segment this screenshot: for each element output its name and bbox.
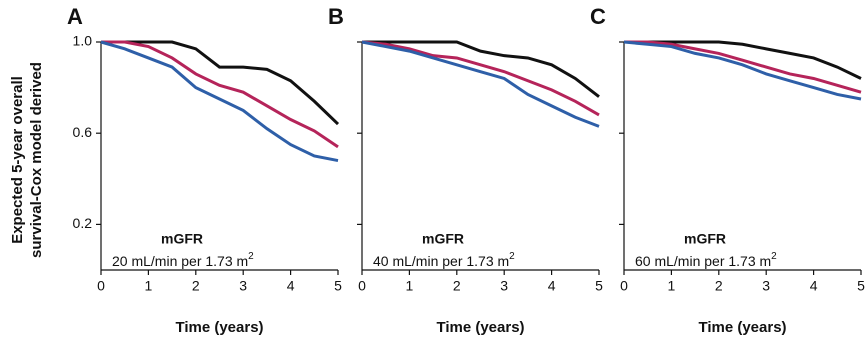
x-tick-label: 3 xyxy=(500,278,508,294)
x-tick-label: 0 xyxy=(97,278,105,294)
y-axis-label: Expected 5-year overall survival-Cox mod… xyxy=(9,62,45,258)
x-tick-label: 4 xyxy=(810,278,818,294)
survival-curve xyxy=(624,40,862,94)
y-tick-label: 1.0 xyxy=(73,33,93,49)
x-tick-label: 4 xyxy=(548,278,556,294)
x-tick-label: 1 xyxy=(668,278,676,294)
y-tick-label: 0.2 xyxy=(73,215,93,231)
x-tick-label: 4 xyxy=(287,278,295,294)
note-text: 60 mL/min per 1.73 m xyxy=(635,253,771,269)
x-tick-label: 2 xyxy=(192,278,200,294)
panel-letter: C xyxy=(590,4,606,29)
note-superscript: 2 xyxy=(509,251,515,262)
annotation-note: 60 mL/min per 1.73 m2 xyxy=(635,251,777,269)
x-tick-label: 3 xyxy=(239,278,247,294)
annotation: mGFR xyxy=(684,231,726,247)
survival-curve xyxy=(101,40,339,149)
x-tick-label: 2 xyxy=(453,278,461,294)
survival-curve xyxy=(623,40,862,101)
x-tick-label: 0 xyxy=(620,278,628,294)
y-label-line: survival-Cox model derived xyxy=(28,62,45,258)
x-tick-label: 0 xyxy=(358,278,366,294)
annotation: mGFR xyxy=(161,231,203,247)
panel-letter: B xyxy=(328,4,344,29)
annotation-note: 20 mL/min per 1.73 m2 xyxy=(112,251,254,269)
x-tick-label: 2 xyxy=(715,278,723,294)
survival-curve xyxy=(362,40,600,98)
x-axis-label: Time (years) xyxy=(698,319,786,336)
survival-curve xyxy=(100,40,339,163)
survival-curve xyxy=(624,40,862,80)
y-label-line: Expected 5-year overall xyxy=(9,76,26,244)
x-tick-label: 5 xyxy=(857,278,865,294)
annotation: mGFR xyxy=(422,231,464,247)
annotation-note: 40 mL/min per 1.73 m2 xyxy=(373,251,515,269)
survival-curve xyxy=(101,40,340,126)
panel-letter: A xyxy=(67,4,83,29)
x-axis-label: Time (years) xyxy=(175,319,263,336)
survival-curve xyxy=(361,40,600,128)
note-text: 20 mL/min per 1.73 m xyxy=(112,253,248,269)
x-tick-label: 1 xyxy=(406,278,414,294)
note-superscript: 2 xyxy=(771,251,777,262)
x-axis-label: Time (years) xyxy=(436,319,524,336)
note-superscript: 2 xyxy=(248,251,254,262)
x-tick-label: 1 xyxy=(145,278,153,294)
x-tick-label: 5 xyxy=(595,278,603,294)
y-tick-label: 0.6 xyxy=(73,124,93,140)
survival-curve xyxy=(361,40,600,117)
note-text: 40 mL/min per 1.73 m xyxy=(373,253,509,269)
x-tick-label: 3 xyxy=(762,278,770,294)
x-tick-label: 5 xyxy=(334,278,342,294)
